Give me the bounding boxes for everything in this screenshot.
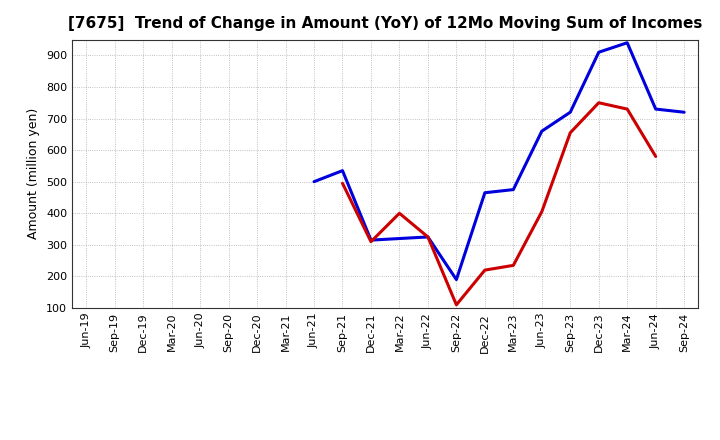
Ordinary Income: [338, 168, 347, 173]
Ordinary Income: [537, 128, 546, 134]
Ordinary Income: [652, 106, 660, 112]
Net Income: [452, 302, 461, 308]
Ordinary Income: [423, 235, 432, 240]
Net Income: [595, 100, 603, 106]
Ordinary Income: [509, 187, 518, 192]
Line: Net Income: Net Income: [343, 103, 656, 305]
Ordinary Income: [395, 236, 404, 241]
Ordinary Income: [595, 50, 603, 55]
Ordinary Income: [566, 110, 575, 115]
Net Income: [652, 154, 660, 159]
Ordinary Income: [480, 190, 489, 195]
Ordinary Income: [680, 110, 688, 115]
Ordinary Income: [623, 40, 631, 45]
Title: [7675]  Trend of Change in Amount (YoY) of 12Mo Moving Sum of Incomes: [7675] Trend of Change in Amount (YoY) o…: [68, 16, 703, 32]
Y-axis label: Amount (million yen): Amount (million yen): [27, 108, 40, 239]
Line: Ordinary Income: Ordinary Income: [314, 43, 684, 279]
Net Income: [537, 209, 546, 214]
Net Income: [395, 211, 404, 216]
Net Income: [338, 181, 347, 186]
Ordinary Income: [366, 238, 375, 243]
Net Income: [366, 239, 375, 244]
Ordinary Income: [310, 179, 318, 184]
Net Income: [509, 263, 518, 268]
Ordinary Income: [452, 277, 461, 282]
Net Income: [423, 235, 432, 240]
Net Income: [480, 268, 489, 273]
Net Income: [623, 106, 631, 112]
Net Income: [566, 130, 575, 136]
